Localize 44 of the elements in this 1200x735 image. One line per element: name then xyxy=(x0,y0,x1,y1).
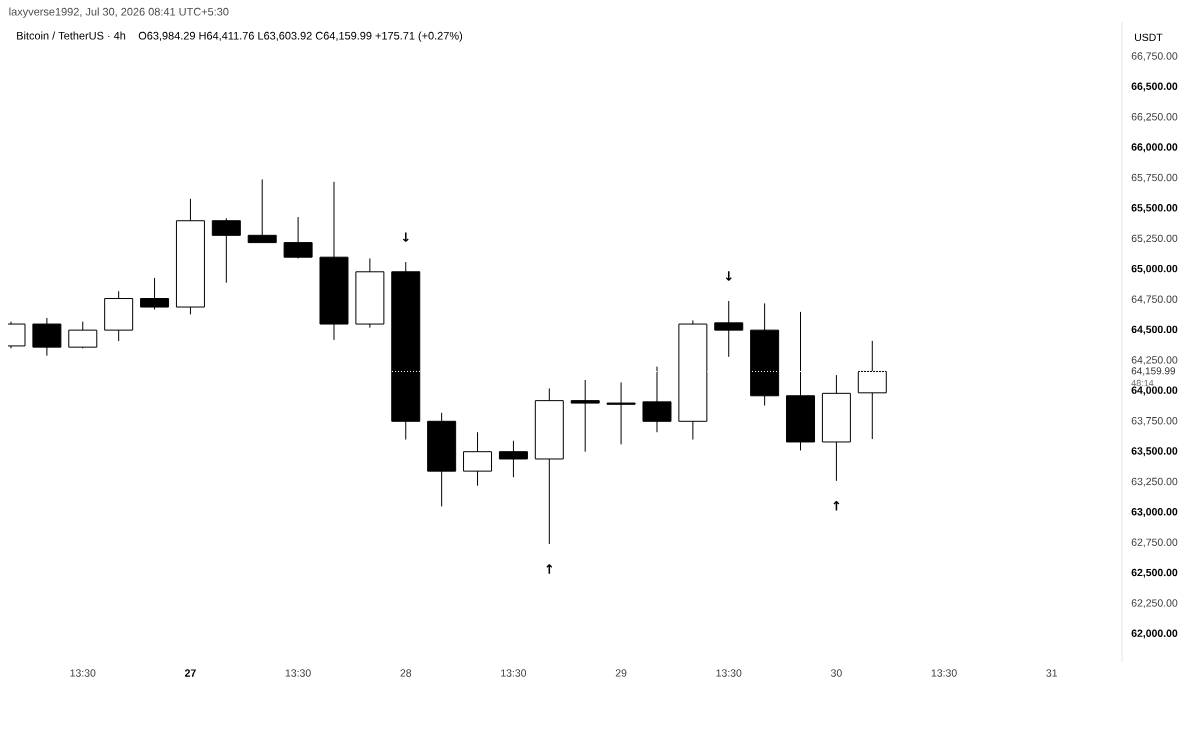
y-tick-label: 65,500.00 xyxy=(1131,204,1178,214)
x-tick-label: 13:30 xyxy=(716,669,742,677)
text: O63,984.29 H64,411.76 L63,603.92 C64,159.99 +175.71 (+0.27%) xyxy=(138,31,463,42)
y-tick-label: 66,750.00 xyxy=(1131,52,1178,61)
candlestick xyxy=(714,300,744,358)
text: laxyverse1992, Jul 30, 2026 08:41 UTC+5:30 xyxy=(9,7,229,18)
x-tick-label: 31 xyxy=(1046,669,1058,677)
candlestick xyxy=(606,381,636,445)
y-tick-label: 66,500.00 xyxy=(1131,82,1178,92)
y-tick-label: 63,750.00 xyxy=(1131,416,1178,426)
ref-line-label: 64,159.99 xyxy=(1131,367,1176,376)
y-tick-label: 66,250.00 xyxy=(1131,113,1178,122)
y-axis-title: USDT xyxy=(1135,33,1163,42)
text: 48:14 xyxy=(1131,379,1154,387)
y-tick-label: 65,750.00 xyxy=(1131,173,1178,183)
annotation: ↑ xyxy=(833,501,840,511)
x-tick-label: 28 xyxy=(400,669,412,677)
annotation: ↓ xyxy=(725,271,732,281)
y-tick-label: 63,500.00 xyxy=(1131,447,1178,457)
y-tick-label: 62,500.00 xyxy=(1131,568,1178,578)
text: Bitcoin / TetherUS · 4h xyxy=(17,31,126,40)
x-tick-label: 27 xyxy=(184,669,196,677)
y-tick-label: 62,250.00 xyxy=(1131,599,1178,608)
x-tick-label: 29 xyxy=(615,669,627,677)
x-tick-label: 13:30 xyxy=(285,669,311,677)
y-tick-label: 63,250.00 xyxy=(1131,477,1178,487)
annotation: ↓ xyxy=(402,232,409,242)
y-tick-label: 65,250.00 xyxy=(1131,234,1178,244)
x-tick-label: 13:30 xyxy=(931,669,957,677)
x-tick-label: 13:30 xyxy=(70,669,96,677)
candlestick xyxy=(570,379,600,453)
candlestick xyxy=(247,178,277,244)
x-tick-label: 30 xyxy=(830,669,842,677)
y-tick-label: 66,000.00 xyxy=(1131,143,1178,153)
y-tick-label: 62,000.00 xyxy=(1131,629,1178,639)
y-tick-label: 64,250.00 xyxy=(1131,356,1178,365)
y-tick-label: 65,000.00 xyxy=(1131,264,1178,274)
y-tick-label: 64,500.00 xyxy=(1131,325,1178,335)
y-tick-label: 63,000.00 xyxy=(1131,508,1178,517)
y-tick-label: 64,000.00 xyxy=(1131,386,1178,396)
annotation: ↑ xyxy=(546,564,553,574)
x-tick-label: 13:30 xyxy=(501,669,527,677)
y-tick-label: 62,750.00 xyxy=(1131,538,1178,548)
y-tick-label: 64,750.00 xyxy=(1131,295,1178,305)
